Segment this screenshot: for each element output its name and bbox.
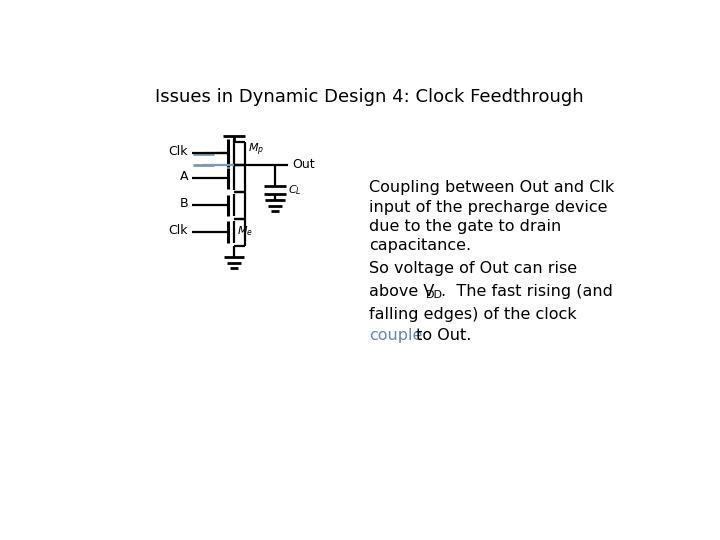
Text: DD: DD xyxy=(426,289,443,300)
Text: couple: couple xyxy=(369,328,423,343)
Text: $M_p$: $M_p$ xyxy=(248,142,264,158)
Text: falling edges) of the clock: falling edges) of the clock xyxy=(369,307,577,322)
Text: capacitance.: capacitance. xyxy=(369,238,471,253)
Text: Clk: Clk xyxy=(168,145,188,158)
Text: $C_L$: $C_L$ xyxy=(288,184,302,197)
Text: above V: above V xyxy=(369,284,434,299)
Text: to Out.: to Out. xyxy=(411,328,472,343)
Text: So voltage of Out can rise: So voltage of Out can rise xyxy=(369,261,577,276)
Text: Issues in Dynamic Design 4: Clock Feedthrough: Issues in Dynamic Design 4: Clock Feedth… xyxy=(155,88,583,106)
Text: due to the gate to drain: due to the gate to drain xyxy=(369,219,562,234)
Text: input of the precharge device: input of the precharge device xyxy=(369,200,608,214)
Text: Out: Out xyxy=(292,158,315,171)
Text: A: A xyxy=(179,170,188,184)
Text: .  The fast rising (and: . The fast rising (and xyxy=(441,284,613,299)
Text: Clk: Clk xyxy=(168,224,188,237)
Text: $M_e$: $M_e$ xyxy=(238,224,253,238)
Text: Coupling between Out and Clk: Coupling between Out and Clk xyxy=(369,180,614,195)
Text: B: B xyxy=(179,197,188,210)
